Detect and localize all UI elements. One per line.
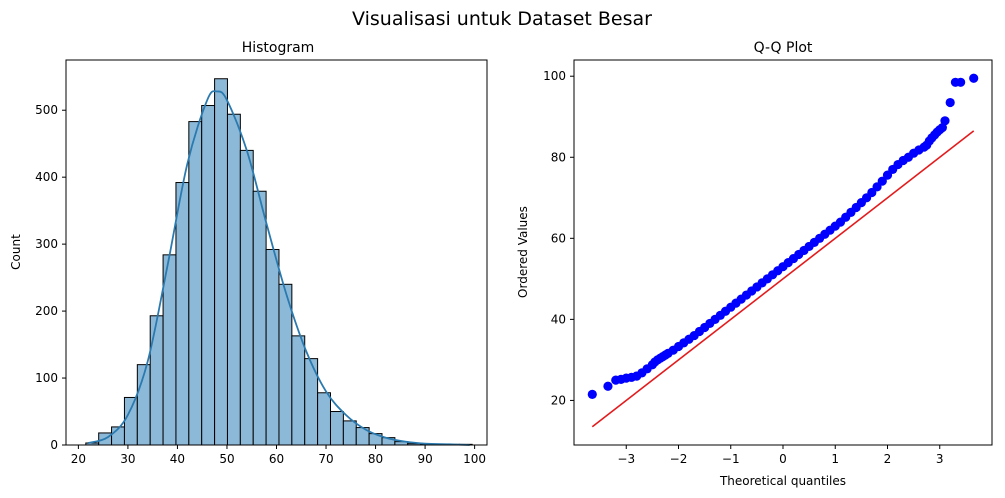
histogram-x-tick-label: 20	[71, 452, 86, 466]
histogram-x-tick-label: 30	[120, 452, 135, 466]
histogram-bar	[239, 149, 254, 446]
histogram-ylabel: Count	[9, 234, 23, 270]
qq-xlabel: Theoretical quantiles	[719, 474, 846, 488]
histogram-x-tick-label: 60	[269, 452, 284, 466]
histogram-y-tick-label: 500	[35, 103, 58, 117]
histogram-x-tick-label: 80	[368, 452, 383, 466]
qq-point	[945, 97, 955, 108]
qq-y-ticks: 20 40 60 80 100	[543, 69, 574, 407]
qq-x-tick-label: −3	[617, 452, 635, 466]
qq-point	[603, 381, 613, 391]
histogram-bar	[317, 392, 331, 446]
qq-point	[937, 123, 947, 133]
histogram-bars	[85, 78, 473, 446]
qq-y-tick-label: 60	[551, 231, 566, 245]
qq-x-tick-label: 0	[779, 452, 787, 466]
histogram-x-tick-label: 90	[417, 452, 432, 466]
qq-x-tick-label: −1	[722, 452, 740, 466]
histogram-y-tick-label: 100	[35, 371, 58, 385]
histogram-y-tick-label: 300	[35, 237, 58, 251]
qq-point	[969, 73, 979, 83]
histogram-bar	[175, 182, 190, 446]
qq-x-tick-label: 1	[831, 452, 839, 466]
histogram-kde-line	[88, 90, 470, 446]
qq-y-tick-label: 20	[551, 393, 566, 407]
histogram-chart: Histogram Count 20 30 40 50 60 70 80 90 100 0 100…	[9, 40, 488, 466]
qq-ylabel: Ordered Values	[516, 206, 530, 298]
figure-suptitle: Visualisasi untuk Dataset Besar	[352, 8, 652, 30]
histogram-kde	[88, 90, 470, 446]
qq-title: Q-Q Plot	[754, 40, 813, 56]
qq-y-tick-label: 80	[551, 150, 566, 164]
qq-plot-chart: Q-Q Plot Ordered Values Theoretical quan…	[516, 40, 993, 488]
qq-frame	[573, 59, 993, 446]
qq-x-tick-label: 3	[936, 452, 944, 466]
histogram-bar	[123, 396, 138, 446]
histogram-x-tick-label: 100	[463, 452, 486, 466]
histogram-bar	[291, 335, 306, 446]
histogram-bar	[342, 420, 357, 446]
histogram-x-tick-label: 50	[219, 452, 234, 466]
histogram-x-tick-label: 40	[170, 452, 185, 466]
histogram-bar	[214, 78, 228, 446]
qq-point	[877, 176, 887, 186]
qq-points	[587, 73, 979, 399]
histogram-y-tick-label: 200	[35, 304, 58, 318]
histogram-bar	[162, 254, 177, 446]
histogram-x-ticks: 20 30 40 50 60 70 80 90 100	[71, 445, 486, 466]
histogram-bar	[265, 248, 280, 446]
qq-point	[940, 116, 950, 126]
histogram-y-ticks: 0 100 200 300 400 500	[35, 103, 66, 452]
histogram-frame	[65, 59, 488, 446]
histogram-x-tick-label: 70	[318, 452, 333, 466]
qq-x-tick-label: −2	[670, 452, 688, 466]
histogram-y-tick-label: 0	[50, 438, 58, 452]
qq-reference-line	[591, 130, 975, 428]
histogram-title: Histogram	[242, 40, 315, 56]
histogram-bar	[201, 105, 216, 446]
qq-x-ticks: −3 −2 −1 0 1 2 3	[617, 445, 944, 466]
qq-fit-line	[591, 130, 975, 428]
histogram-bar	[188, 121, 203, 446]
qq-point	[587, 389, 597, 399]
qq-x-tick-label: 2	[884, 452, 892, 466]
histogram-bar	[329, 411, 344, 446]
qq-point	[956, 77, 966, 87]
histogram-bar	[252, 190, 267, 446]
qq-y-tick-label: 100	[543, 69, 566, 83]
qq-y-tick-label: 40	[551, 312, 566, 326]
histogram-bar	[226, 113, 241, 446]
histogram-bar	[278, 283, 293, 446]
histogram-bar	[149, 315, 164, 446]
histogram-y-tick-label: 400	[35, 170, 58, 184]
